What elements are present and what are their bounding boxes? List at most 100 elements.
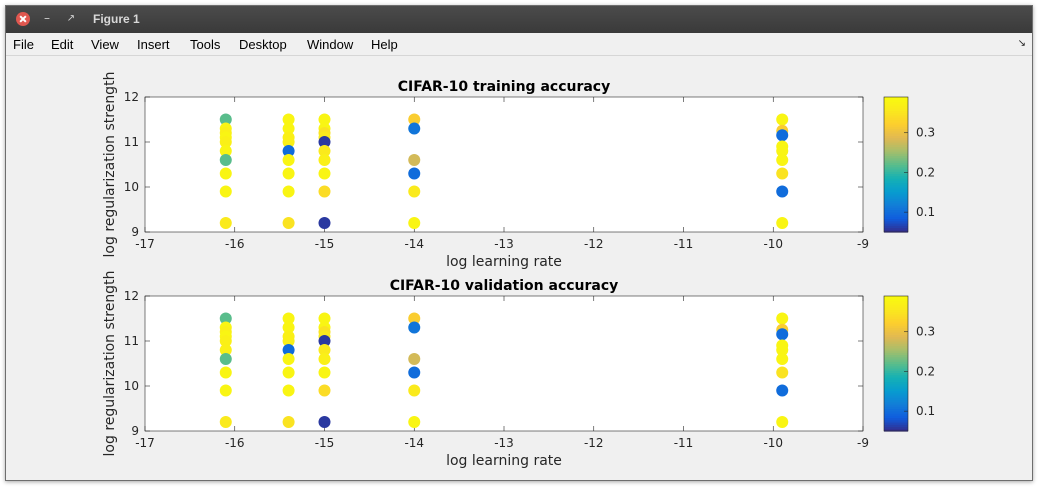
colorbar-segment xyxy=(884,142,908,145)
colorbar-segment xyxy=(884,370,908,374)
colorbar-segment xyxy=(884,191,908,195)
colorbar-frame xyxy=(883,96,909,233)
menu-window[interactable]: Window xyxy=(307,37,354,52)
colorbar-segment xyxy=(884,112,908,116)
menu-tools[interactable]: Tools xyxy=(190,37,221,52)
x-tick-label: -10 xyxy=(763,237,783,251)
y-tick-label: 10 xyxy=(124,180,139,194)
colorbar-tick-label: 0.1 xyxy=(916,205,935,219)
colorbar-segment xyxy=(884,334,908,338)
scatter-point xyxy=(219,344,232,356)
colorbar-segment xyxy=(884,397,908,401)
scatter-point xyxy=(282,353,295,365)
close-button[interactable] xyxy=(16,12,30,26)
colorbar-segment xyxy=(884,137,908,141)
chart-title: CIFAR-10 validation accuracy xyxy=(390,278,619,294)
colorbar-segment xyxy=(884,363,908,367)
colorbar-segment xyxy=(884,135,908,139)
x-tick-label: -16 xyxy=(225,237,245,251)
scatter-point xyxy=(282,312,295,325)
scatter-point xyxy=(318,312,331,325)
scatter-point xyxy=(408,416,421,428)
y-tick-label: 12 xyxy=(124,90,139,104)
colorbar-segment xyxy=(884,296,908,299)
scatter-point xyxy=(408,217,421,229)
colorbar-segment xyxy=(884,106,908,109)
colorbar-segment xyxy=(884,196,908,199)
colorbar-segment xyxy=(884,350,908,353)
scatter-point xyxy=(318,353,331,365)
menu-edit[interactable]: Edit xyxy=(51,37,74,52)
colorbar-segment xyxy=(884,347,908,351)
y-tick-label: 9 xyxy=(131,225,139,239)
plot-area xyxy=(144,295,864,432)
colorbar-segment xyxy=(884,209,908,213)
menu-view[interactable]: View xyxy=(91,37,119,52)
scatter-point xyxy=(219,335,232,347)
scatter-point xyxy=(318,366,331,379)
colorbar-segment xyxy=(884,419,908,423)
menu-file[interactable]: File xyxy=(13,37,34,52)
colorbar-segment xyxy=(884,166,908,170)
colorbar-tick-label: 0.1 xyxy=(916,404,935,418)
colorbar-tick-label: 0.2 xyxy=(916,364,935,378)
colorbar-segment xyxy=(884,184,908,188)
menu-desktop[interactable]: Desktop xyxy=(239,37,287,52)
x-tick-label: -12 xyxy=(584,237,604,251)
scatter-point xyxy=(776,113,789,126)
menu-insert[interactable]: Insert xyxy=(137,37,170,52)
colorbar-segment xyxy=(884,97,908,100)
scatter-point xyxy=(282,113,295,126)
menu-help[interactable]: Help xyxy=(371,37,398,52)
x-tick-label: -11 xyxy=(674,237,694,251)
dock-arrow-icon[interactable]: ↘ xyxy=(1017,38,1026,49)
scatter-point xyxy=(318,136,331,148)
colorbar-segment xyxy=(884,343,908,347)
colorbar-segment xyxy=(884,121,908,125)
scatter-point xyxy=(282,321,295,334)
colorbar-segment xyxy=(884,205,908,208)
x-tick-label: -17 xyxy=(135,237,155,251)
y-tick-label: 12 xyxy=(124,289,139,303)
y-axis-label: log regularization strength xyxy=(102,271,118,457)
scatter-point xyxy=(282,366,295,379)
colorbar-segment xyxy=(884,356,908,360)
colorbar-segment xyxy=(884,144,908,148)
scatter-point xyxy=(776,217,789,229)
scatter-point xyxy=(408,154,421,166)
colorbar: 0.1 0.2 0.3 xyxy=(883,295,935,432)
x-tick-label: -12 xyxy=(584,436,604,450)
scatter-point xyxy=(282,136,295,148)
scatter-point xyxy=(219,416,232,428)
scatter-point xyxy=(219,384,232,397)
scatter-point xyxy=(282,122,295,135)
figure-canvas: -17 -16 -15 -14 -13 -12 -11 -10 -9 9 10 11 12 CIFAR-1… xyxy=(6,57,1032,480)
colorbar-segment xyxy=(884,119,908,123)
x-tick-label: -10 xyxy=(763,436,783,450)
colorbar-segment xyxy=(884,173,908,177)
minimize-button[interactable]: – xyxy=(44,11,50,25)
scatter-point xyxy=(282,344,295,356)
colorbar-segment xyxy=(884,175,908,179)
colorbar-segment xyxy=(884,368,908,371)
x-axis-label: log learning rate xyxy=(446,254,562,270)
colorbar-segment xyxy=(884,413,908,416)
scatter-point xyxy=(318,416,331,428)
colorbar-segment xyxy=(884,352,908,356)
scatter-point xyxy=(219,353,232,365)
subplot-1: -17 -16 -15 -14 -13 -12 -11 -10 -9 9 10 11 12 CIFAR-1… xyxy=(102,72,935,270)
colorbar-segment xyxy=(884,124,908,127)
maximize-button[interactable]: ↗ xyxy=(66,13,76,24)
subplot-2: -17 -16 -15 -14 -13 -12 -11 -10 -9 9 10 11 12 CIFAR-1… xyxy=(102,271,935,469)
colorbar-segment xyxy=(884,110,908,114)
colorbar-segment xyxy=(884,189,908,193)
scatter-point xyxy=(408,321,421,334)
scatter-point xyxy=(776,344,789,356)
colorbar-segment xyxy=(884,395,908,398)
scatter-point xyxy=(318,217,331,229)
colorbar-segment xyxy=(884,392,908,396)
scatter-point xyxy=(318,154,331,166)
colorbar-segment xyxy=(884,162,908,166)
scatter-point xyxy=(318,344,331,356)
colorbar-segment xyxy=(884,198,908,202)
